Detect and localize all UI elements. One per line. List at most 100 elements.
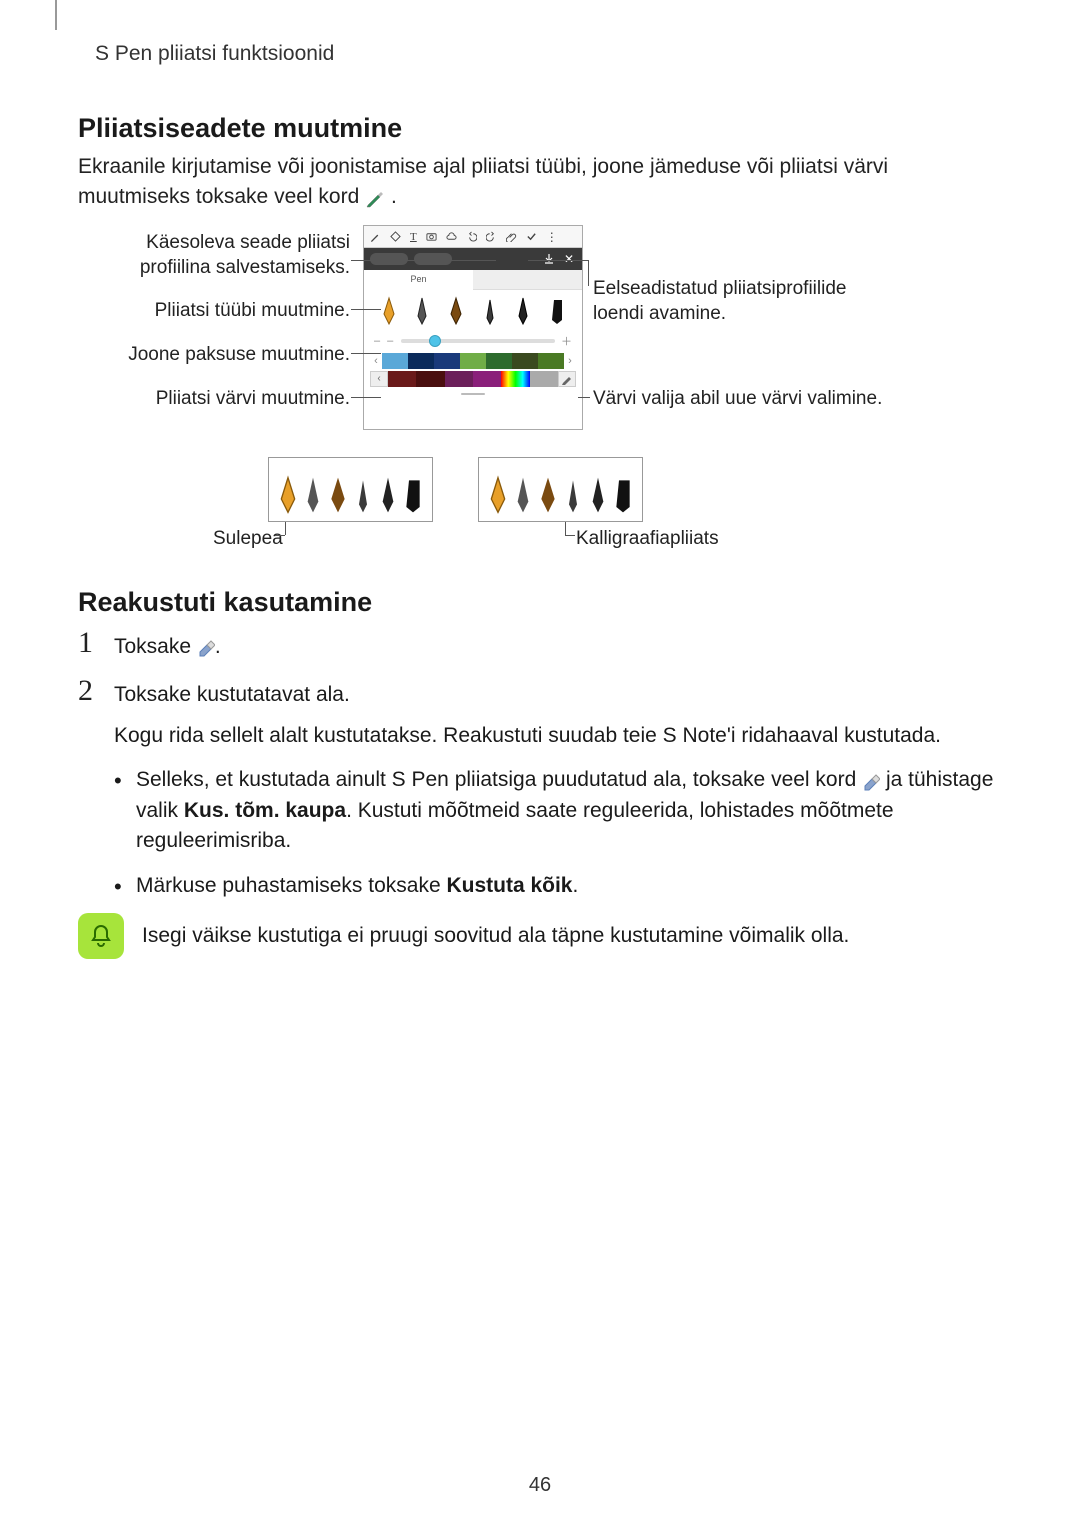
pen-tip-icon	[611, 473, 635, 517]
pen-tip-icon	[561, 473, 585, 517]
pen-tip-icon	[481, 296, 499, 326]
callout-line	[351, 260, 496, 261]
pen-tip-icon	[548, 296, 566, 326]
step-2: 2 Toksake kustutatavat ala. Kogu rida se…	[78, 676, 998, 915]
thickness-slider	[401, 339, 555, 343]
palette-row-2: ‹	[370, 370, 576, 388]
palette-prev-button: ‹	[370, 371, 388, 387]
color-palette: ‹ › ‹	[364, 352, 582, 402]
intro-text-a: Ekraanile kirjutamise või joonistamise a…	[78, 155, 888, 208]
slider-min-icon: – –	[374, 335, 395, 347]
color-swatch	[530, 371, 558, 387]
step2-bullets: Selleks, et kustutada ainult S Pen pliia…	[114, 765, 998, 901]
pen-settings-diagram: T ⋮ ✕ Pen – –	[78, 225, 998, 555]
pen-tip-icon	[380, 296, 398, 326]
pen-tip-icon	[401, 473, 425, 517]
step-number: 2	[78, 676, 114, 706]
step1-end: .	[215, 635, 221, 658]
tab-other	[473, 270, 582, 290]
callout-line	[578, 397, 590, 398]
color-swatch	[434, 353, 460, 369]
callout-line	[351, 397, 381, 398]
section1-intro: Ekraanile kirjutamise või joonistamise a…	[78, 152, 978, 213]
pen-tip-icon	[301, 473, 325, 517]
callout-preset-list: Eelseadistatud pliiatsiprofiilide loendi…	[593, 277, 893, 326]
thickness-slider-row: – – ＋	[364, 330, 582, 352]
pen-tip-icon	[514, 296, 532, 326]
callout-line	[588, 260, 589, 286]
pen-sample-fountain	[268, 457, 433, 522]
color-swatch	[473, 371, 501, 387]
color-swatch	[388, 371, 416, 387]
section2-title: Reakustuti kasutamine	[78, 587, 372, 618]
slider-max-icon: ＋	[561, 333, 572, 349]
page-margin-mark	[55, 0, 57, 30]
callout-line	[351, 309, 381, 310]
callout-pen-type: Pliiatsi tüübi muutmine.	[78, 299, 350, 324]
pen-sample-calligraphy	[478, 457, 643, 522]
cloud-icon	[446, 231, 457, 242]
color-swatch	[382, 353, 408, 369]
bullet2-bold: Kustuta kõik	[446, 874, 572, 897]
drag-handle	[370, 388, 576, 400]
callout-line-thickness: Joone paksuse muutmine.	[78, 343, 350, 368]
callout-line	[275, 535, 285, 536]
color-swatch	[445, 371, 473, 387]
palette-row-1: ‹ ›	[370, 352, 576, 370]
pen-tip-icon	[511, 473, 535, 517]
eraser-icon	[197, 636, 215, 654]
diamond-icon	[390, 231, 401, 242]
note-text: Isegi väikse kustutiga ei pruugi soovitu…	[142, 913, 849, 951]
callout-fountain: Sulepea	[213, 527, 273, 552]
pen-tip-icon	[276, 473, 300, 517]
undo-icon	[466, 231, 477, 242]
step-body: Toksake kustutatavat ala. Kogu rida sell…	[114, 676, 998, 915]
pen-tip-icon	[326, 473, 350, 517]
pen-type-row	[364, 290, 582, 330]
color-swatch	[486, 353, 512, 369]
bullet-1: Selleks, et kustutada ainult S Pen pliia…	[136, 765, 998, 856]
color-picker-button	[558, 371, 576, 387]
bullet2-a: Märkuse puhastamiseks toksake	[136, 874, 446, 897]
step-1: 1 Toksake .	[78, 628, 998, 662]
color-swatch	[538, 353, 564, 369]
panel-tabs: Pen	[364, 270, 582, 290]
more-icon: ⋮	[546, 230, 558, 244]
subbar-chip	[370, 253, 408, 265]
bullet1-a: Selleks, et kustutada ainult S Pen pliia…	[136, 768, 862, 791]
pen-tool-icon	[365, 187, 385, 207]
tab-pen: Pen	[364, 270, 473, 290]
color-swatch	[501, 371, 529, 387]
bullet2-b: .	[573, 874, 579, 897]
intro-text-b: .	[391, 185, 397, 208]
page-number: 46	[0, 1474, 1080, 1497]
panel-toolbar: T ⋮	[364, 226, 582, 248]
step1-text: Toksake	[114, 635, 197, 658]
palette-prev-icon: ‹	[370, 355, 382, 367]
step2-line-a: Toksake kustutatavat ala.	[114, 680, 998, 710]
callout-line	[285, 522, 286, 535]
color-swatch	[512, 353, 538, 369]
close-icon: ✕	[562, 252, 576, 266]
bullet1-bold: Kus. tõm. kaupa	[184, 799, 346, 822]
pen-tip-icon	[586, 473, 610, 517]
callout-line	[565, 522, 566, 535]
bullet-2: Märkuse puhastamiseks toksake Kustuta kõ…	[136, 871, 998, 901]
callout-line	[528, 260, 588, 261]
section1-title: Pliiatsiseadete muutmine	[78, 113, 402, 144]
text-icon: T	[410, 231, 417, 243]
steps-list: 1 Toksake . 2 Toksake kustutatavat ala. …	[78, 628, 998, 929]
note-bell-icon	[78, 913, 124, 959]
pen-tip-icon	[536, 473, 560, 517]
callout-color-picker: Värvi valija abil uue värvi valimine.	[593, 387, 933, 412]
color-swatch	[408, 353, 434, 369]
pen-tip-icon	[486, 473, 510, 517]
palette-next-icon: ›	[564, 355, 576, 367]
eraser-icon	[862, 770, 880, 788]
save-profile-icon	[542, 252, 556, 266]
color-swatch	[416, 371, 444, 387]
step2-line-b: Kogu rida sellelt alalt kustutatakse. Re…	[114, 721, 998, 751]
callout-calligraphy: Kalligraafiapliiats	[576, 527, 719, 552]
subbar-chip	[414, 253, 452, 265]
panel-subbar: ✕	[364, 248, 582, 270]
